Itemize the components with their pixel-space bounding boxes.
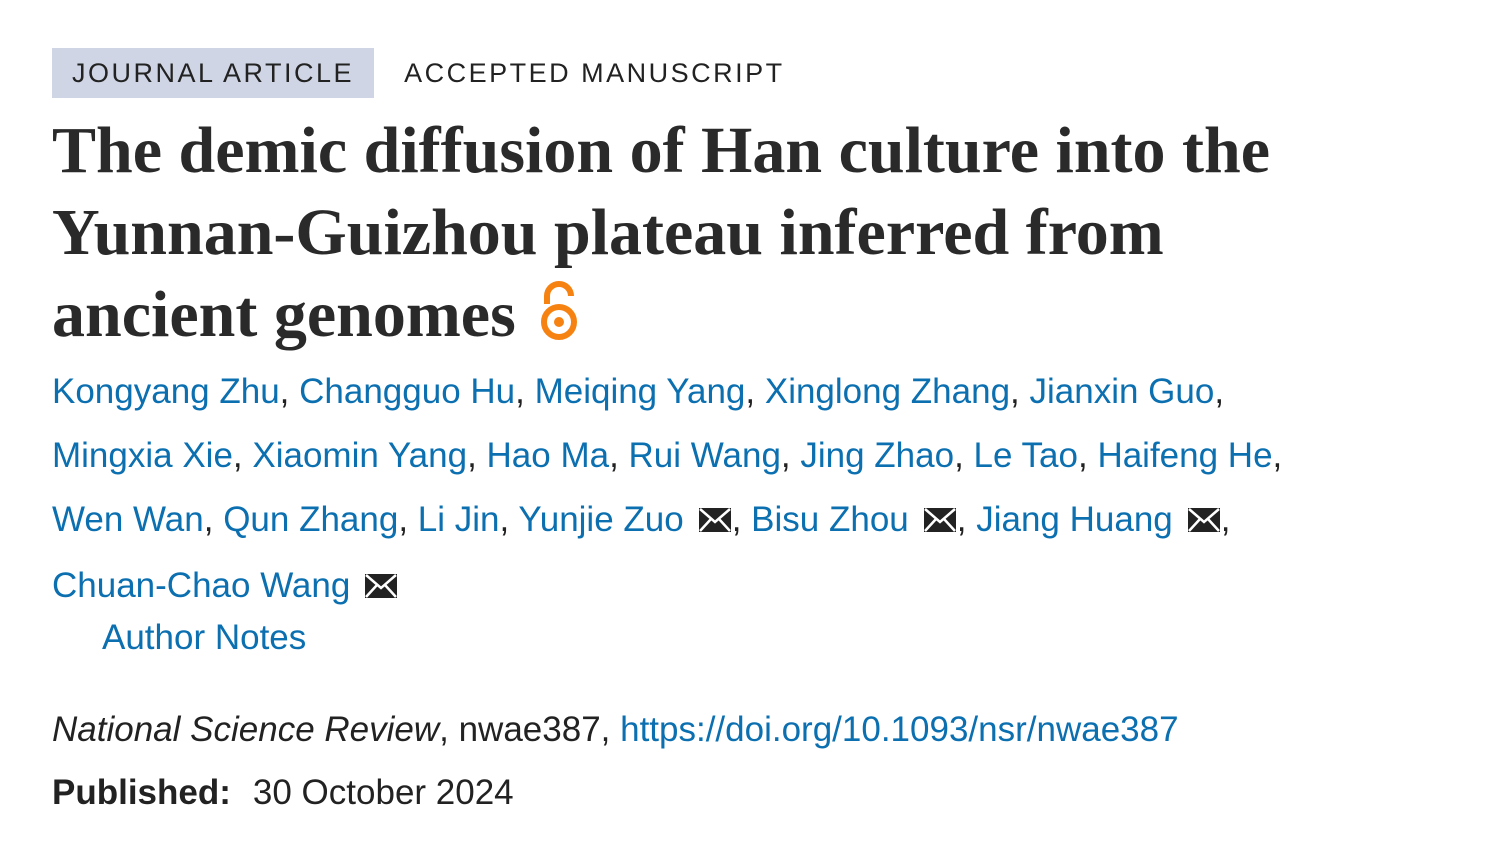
author-item: Li Jin, [418, 500, 519, 539]
author-item: Haifeng He, [1097, 436, 1282, 475]
author-item: Bisu Zhou, [751, 500, 976, 539]
open-access-icon [538, 280, 580, 362]
author-separator: , [954, 436, 974, 475]
author-separator: , [467, 436, 487, 475]
author-item: Kongyang Zhu, [52, 372, 299, 411]
author-item: Xiaomin Yang, [252, 436, 486, 475]
author-item: Jianxin Guo, [1030, 372, 1225, 411]
author-separator: , [1220, 500, 1231, 539]
article-title: The demic diffusion of Han culture into … [52, 110, 1270, 362]
title-line-text: ancient genomes [52, 278, 516, 351]
email-icon[interactable] [364, 556, 398, 620]
author-separator: , [1272, 436, 1283, 475]
author-link[interactable]: Mingxia Xie [52, 436, 233, 475]
published-value: 30 October 2024 [252, 773, 514, 812]
journal-name: National Science Review [52, 710, 440, 749]
author-link[interactable]: Kongyang Zhu [52, 372, 280, 411]
email-icon[interactable] [698, 490, 732, 554]
title-line: The demic diffusion of Han culture into … [52, 114, 1271, 187]
author-link[interactable]: Changguo Hu [299, 372, 516, 411]
author-separator: , [609, 436, 629, 475]
title-line: ancient genomes [52, 274, 1270, 362]
author-item: Yunjie Zuo, [518, 500, 751, 539]
title-line: Yunnan-Guizhou plateau inferred from [52, 196, 1164, 269]
author-link[interactable]: Yunjie Zuo [518, 500, 684, 539]
author-link[interactable]: Jiang Huang [976, 500, 1173, 539]
author-link[interactable]: Meiqing Yang [534, 372, 746, 411]
doi-link[interactable]: https://doi.org/10.1093/nsr/nwae387 [620, 710, 1179, 749]
author-list: Kongyang Zhu, Changguo Hu, Meiqing Yang,… [52, 360, 1472, 620]
author-separator: , [745, 372, 765, 411]
author-separator: , [279, 372, 300, 411]
author-item: Meiqing Yang, [535, 372, 765, 411]
article-tags: JOURNAL ARTICLE ACCEPTED MANUSCRIPT [52, 48, 805, 98]
author-separator: , [515, 372, 535, 411]
author-item: Hao Ma, [487, 436, 629, 475]
author-link[interactable]: Jing Zhao [800, 436, 955, 475]
author-link[interactable]: Bisu Zhou [751, 500, 909, 539]
author-item: Wen Wan, [52, 500, 223, 539]
author-link[interactable]: Wen Wan [52, 500, 204, 539]
author-link[interactable]: Rui Wang [628, 436, 781, 475]
email-icon[interactable] [1187, 490, 1221, 554]
article-id: , nwae387, [439, 710, 621, 749]
author-separator: , [232, 436, 253, 475]
citation: National Science Review, nwae387, https:… [52, 710, 1179, 750]
published-date: Published: 30 October 2024 [52, 773, 514, 813]
author-item: Chuan-Chao Wang [52, 566, 398, 605]
author-separator: , [1077, 436, 1098, 475]
author-item: Mingxia Xie, [52, 436, 252, 475]
published-label: Published: [52, 773, 231, 812]
author-separator: , [499, 500, 519, 539]
author-separator: , [1010, 372, 1030, 411]
author-link[interactable]: Xinglong Zhang [764, 372, 1011, 411]
author-link[interactable]: Haifeng He [1097, 436, 1273, 475]
author-separator: , [203, 500, 224, 539]
author-separator: , [731, 500, 752, 539]
author-item: Jing Zhao, [800, 436, 973, 475]
author-link[interactable]: Xiaomin Yang [252, 436, 468, 475]
article-status-label: ACCEPTED MANUSCRIPT [404, 58, 785, 88]
author-notes-link[interactable]: Author Notes [102, 618, 307, 657]
author-separator: , [956, 500, 977, 539]
author-separator: , [1214, 372, 1225, 411]
author-item: Qun Zhang, [223, 500, 418, 539]
author-link[interactable]: Li Jin [417, 500, 500, 539]
author-item: Changguo Hu, [299, 372, 534, 411]
author-link[interactable]: Qun Zhang [223, 500, 399, 539]
article-type-badge: JOURNAL ARTICLE [52, 48, 375, 98]
email-icon[interactable] [923, 490, 957, 554]
author-item: Le Tao, [974, 436, 1098, 475]
author-link[interactable]: Le Tao [973, 436, 1078, 475]
author-link[interactable]: Jianxin Guo [1029, 372, 1215, 411]
author-separator: , [780, 436, 801, 475]
author-item: Xinglong Zhang, [765, 372, 1030, 411]
author-separator: , [398, 500, 418, 539]
author-link[interactable]: Hao Ma [486, 436, 610, 475]
author-link[interactable]: Chuan-Chao Wang [52, 565, 351, 605]
author-item: Rui Wang, [629, 436, 801, 475]
author-item: Jiang Huang, [976, 500, 1230, 539]
